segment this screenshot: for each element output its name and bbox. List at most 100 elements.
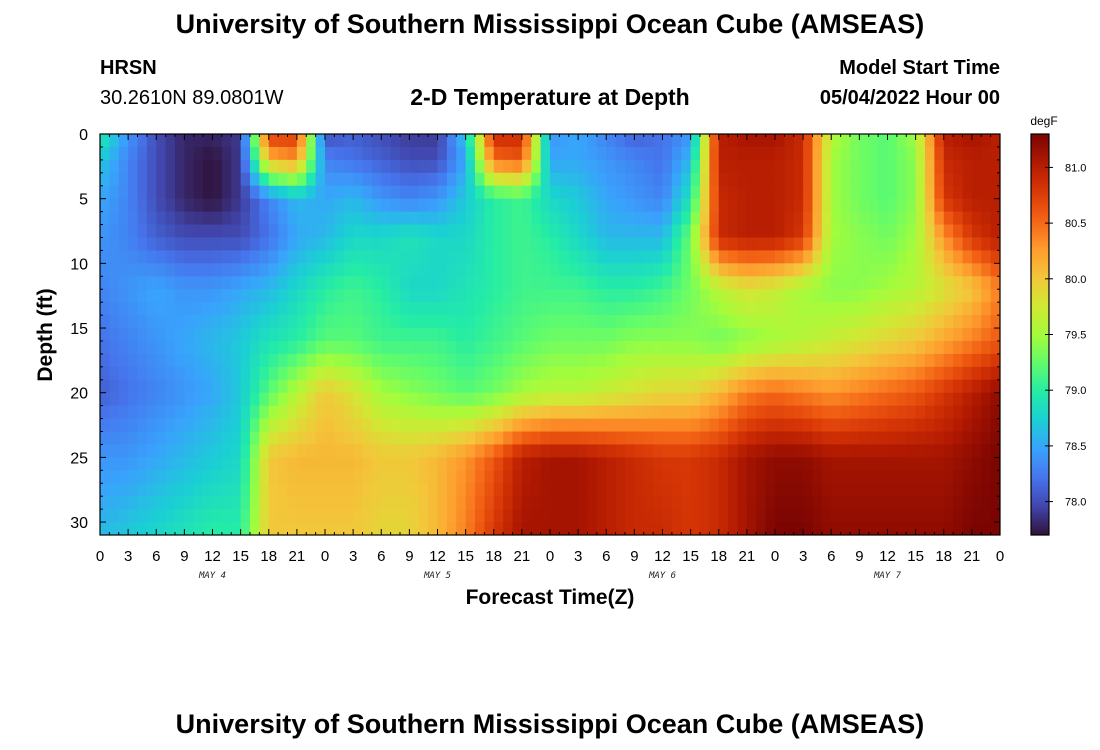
heatmap-cell xyxy=(915,328,926,342)
heatmap-cell xyxy=(250,444,260,458)
heatmap-cell xyxy=(596,522,607,535)
heatmap-cell xyxy=(746,172,757,187)
heatmap-cell xyxy=(700,431,710,446)
heatmap-cell xyxy=(550,198,560,213)
heatmap-cell xyxy=(315,522,326,535)
heatmap-cell xyxy=(184,211,195,226)
heatmap-cell xyxy=(437,509,448,523)
heatmap-cell xyxy=(503,444,514,458)
heatmap-cell xyxy=(446,379,457,394)
heatmap-cell xyxy=(137,444,148,458)
heatmap-cell xyxy=(981,289,992,303)
heatmap-cell xyxy=(559,496,570,510)
heatmap-cell xyxy=(756,444,767,458)
heatmap-cell xyxy=(775,146,785,161)
heatmap-cell xyxy=(428,483,439,497)
heatmap-cell xyxy=(925,250,935,264)
heatmap-cell xyxy=(165,198,176,213)
heatmap-cell xyxy=(915,496,926,510)
heatmap-cell xyxy=(193,276,204,290)
heatmap-cell xyxy=(737,198,748,213)
heatmap-cell xyxy=(287,276,298,290)
heatmap-cell xyxy=(915,289,926,303)
heatmap-cell xyxy=(578,289,589,303)
heatmap-cell xyxy=(512,211,523,226)
heatmap-cell xyxy=(353,185,364,200)
heatmap-cell xyxy=(400,159,410,174)
heatmap-cell xyxy=(643,211,654,226)
heatmap-cell xyxy=(559,224,570,239)
heatmap-cell xyxy=(831,328,842,342)
heatmap-cell xyxy=(700,470,710,484)
heatmap-cell xyxy=(521,172,532,187)
heatmap-cell xyxy=(343,289,354,303)
heatmap-cell xyxy=(662,457,673,471)
heatmap-cell xyxy=(550,340,560,355)
heatmap-cell xyxy=(587,444,598,458)
heatmap-cell xyxy=(728,353,739,368)
heatmap-cell xyxy=(765,379,776,394)
heatmap-cell xyxy=(390,328,401,342)
heatmap-cell xyxy=(212,328,223,342)
heatmap-cell xyxy=(821,185,832,200)
heatmap-cell xyxy=(493,353,504,368)
heatmap-cell xyxy=(831,185,842,200)
heatmap-cell xyxy=(118,444,129,458)
heatmap-cell xyxy=(203,340,214,355)
heatmap-cell xyxy=(418,483,429,497)
heatmap-cell xyxy=(850,276,860,290)
heatmap-cell xyxy=(578,418,589,433)
heatmap-cell xyxy=(915,522,926,535)
heatmap-cell xyxy=(287,340,298,355)
heatmap-cell xyxy=(521,418,532,433)
heatmap-cell xyxy=(409,340,420,355)
x-tick-label: 3 xyxy=(574,548,582,565)
heatmap-cell xyxy=(446,315,457,329)
heatmap-cell xyxy=(259,134,270,148)
heatmap-cell xyxy=(559,302,570,316)
heatmap-cell xyxy=(306,237,317,252)
heatmap-cell xyxy=(240,211,251,226)
heatmap-cell xyxy=(503,237,514,252)
heatmap-cell xyxy=(325,263,335,277)
heatmap-cell xyxy=(456,172,467,187)
heatmap-cell xyxy=(718,289,729,303)
heatmap-cell xyxy=(315,198,326,213)
heatmap-cell xyxy=(390,431,401,446)
heatmap-cell xyxy=(278,172,289,187)
heatmap-cell xyxy=(821,224,832,239)
heatmap-cell xyxy=(587,418,598,433)
heatmap-cell xyxy=(221,276,232,290)
heatmap-cell xyxy=(953,457,964,471)
heatmap-cell xyxy=(203,444,214,458)
heatmap-cell xyxy=(962,522,973,535)
heatmap-cell xyxy=(943,211,954,226)
heatmap-cell xyxy=(175,418,185,433)
heatmap-cell xyxy=(803,340,814,355)
heatmap-cell xyxy=(278,509,289,523)
heatmap-cell xyxy=(278,211,289,226)
x-tick-label: 12 xyxy=(429,548,446,565)
heatmap-cell xyxy=(259,198,270,213)
heatmap-cell xyxy=(100,185,110,200)
heatmap-cell xyxy=(325,470,335,484)
x-tick-label: 3 xyxy=(124,548,132,565)
heatmap-cell xyxy=(784,315,795,329)
heatmap-cell xyxy=(568,444,579,458)
heatmap-cell xyxy=(484,250,495,264)
heatmap-cell xyxy=(203,172,214,187)
heatmap-cell xyxy=(878,315,889,329)
heatmap-cell xyxy=(362,198,373,213)
heatmap-cell xyxy=(690,431,701,446)
heatmap-cell xyxy=(353,470,364,484)
heatmap-cell xyxy=(550,418,560,433)
heatmap-cell xyxy=(428,237,439,252)
heatmap-cell xyxy=(343,392,354,407)
heatmap-cell xyxy=(821,276,832,290)
heatmap-cell xyxy=(156,237,167,252)
heatmap-cell xyxy=(896,263,907,277)
heatmap-cell xyxy=(840,276,851,290)
heatmap-cell xyxy=(221,198,232,213)
heatmap-cell xyxy=(109,328,120,342)
heatmap-cell xyxy=(146,211,157,226)
